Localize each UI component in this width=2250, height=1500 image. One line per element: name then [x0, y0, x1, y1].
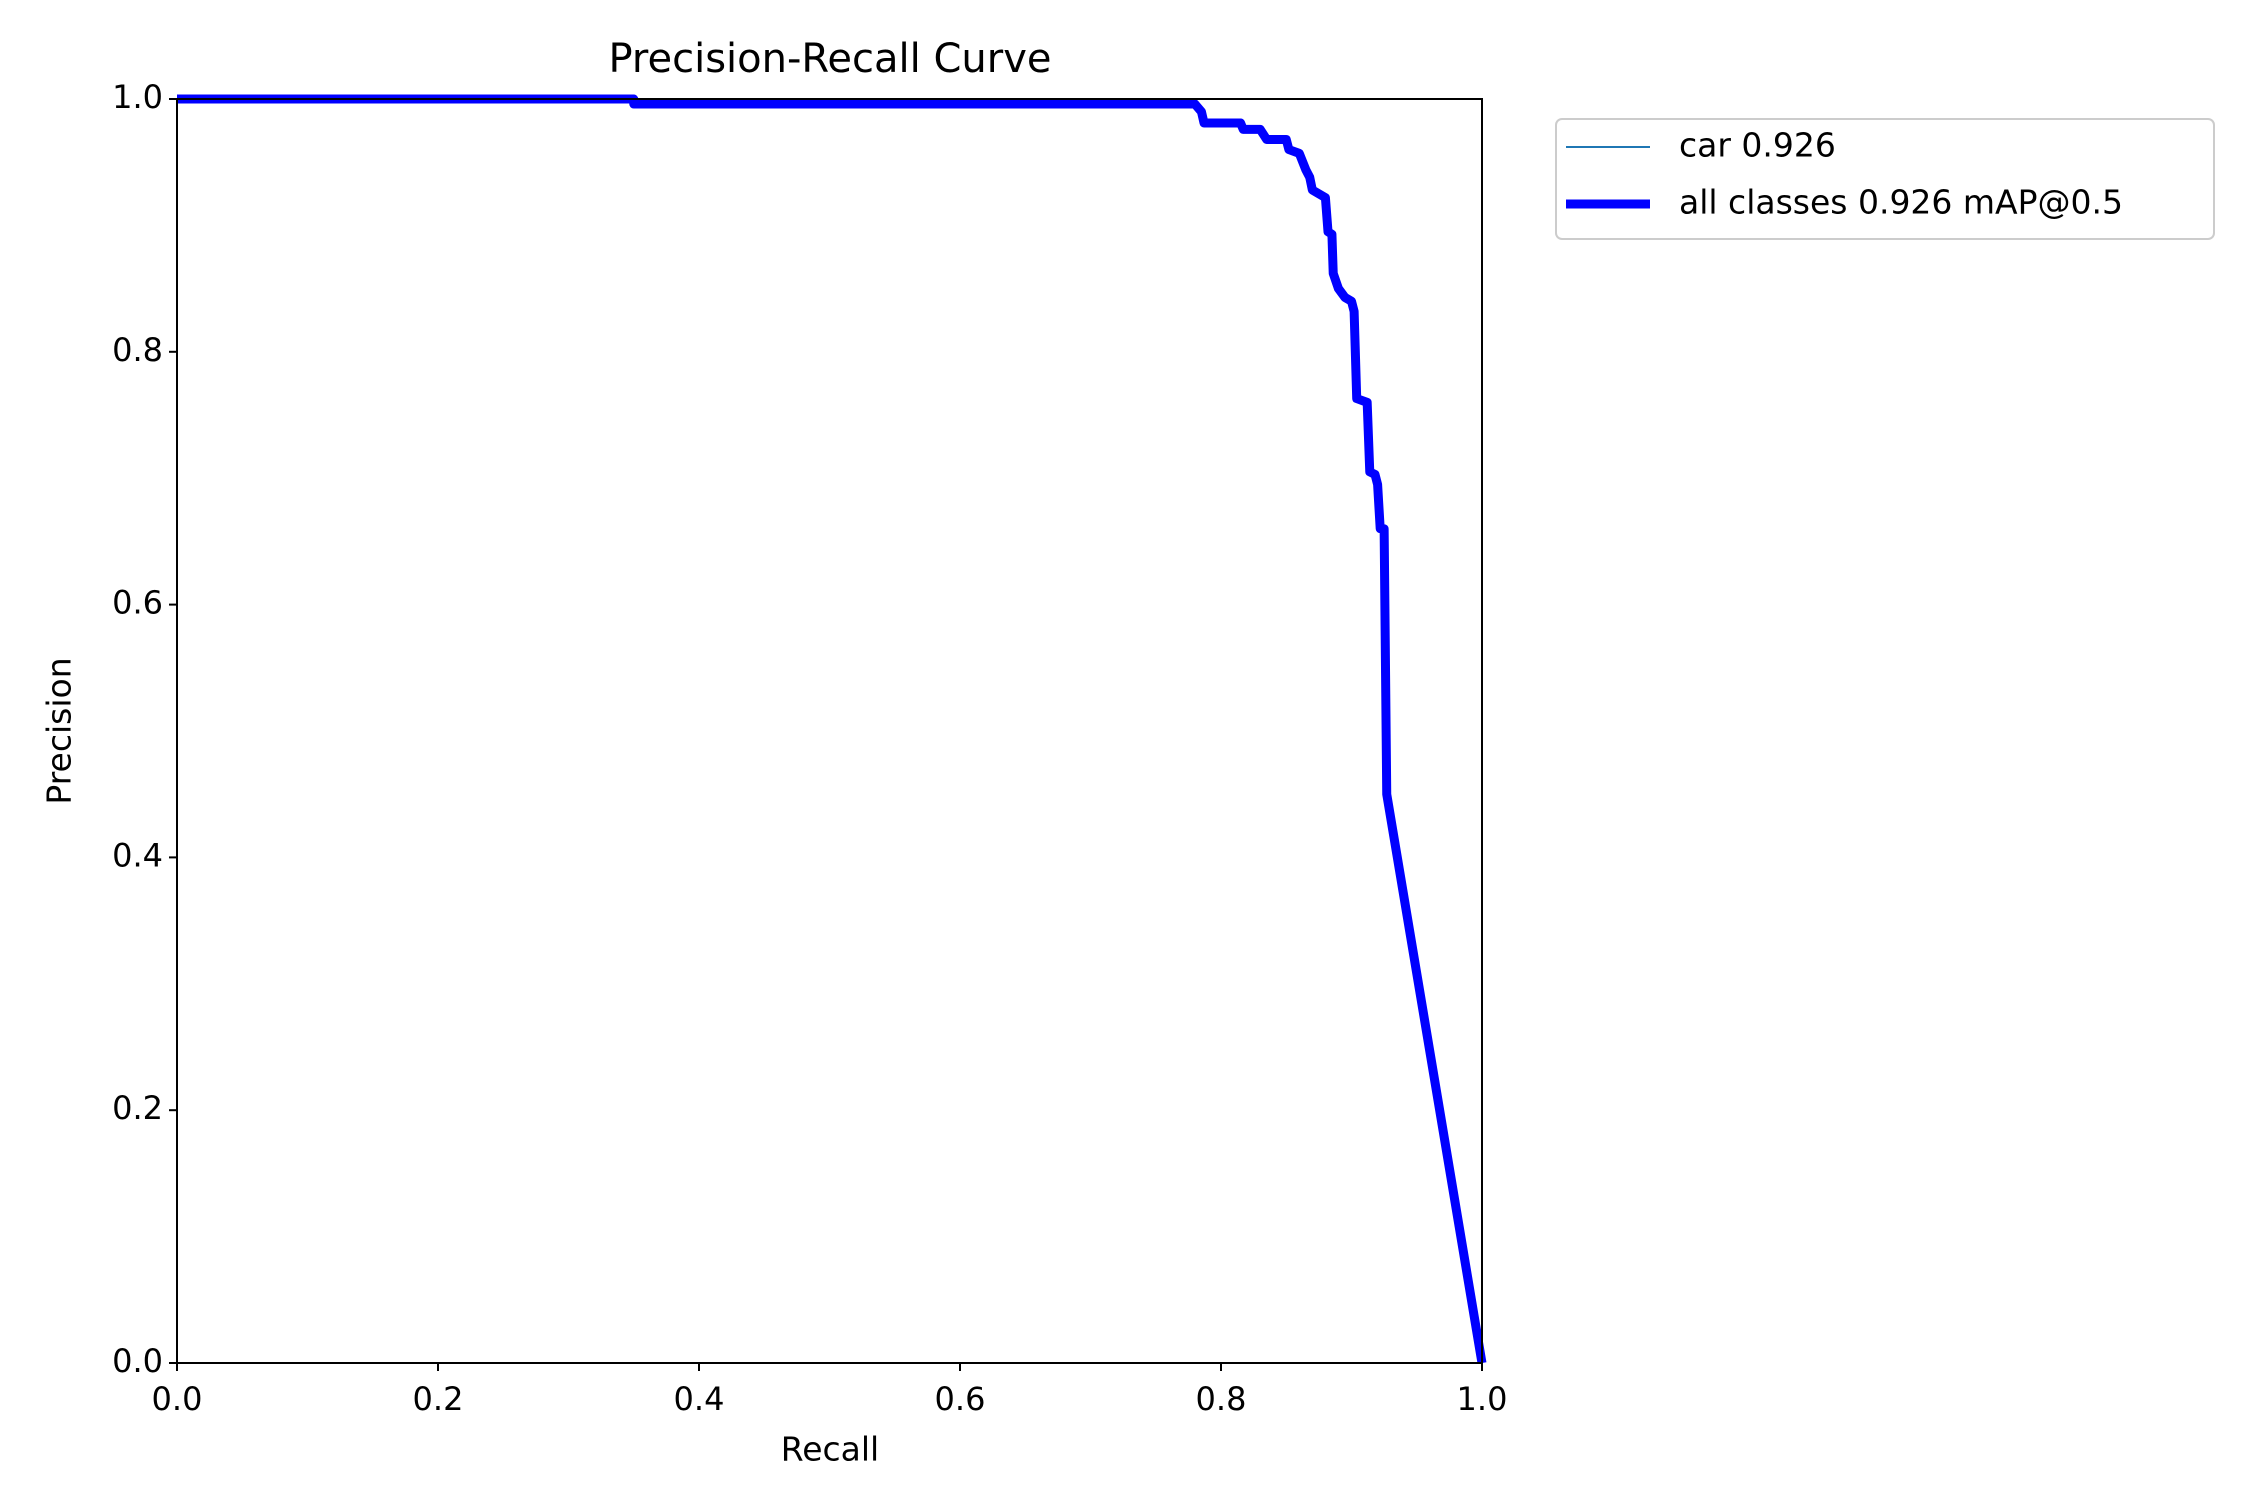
y-tick-label: 0.8 [112, 331, 163, 369]
x-tick-label: 0.6 [935, 1380, 986, 1418]
x-axis-label: Recall [781, 1430, 879, 1469]
chart-title: Precision-Recall Curve [609, 36, 1052, 82]
x-tick-label: 0.4 [674, 1380, 725, 1418]
y-tick-label: 0.4 [112, 836, 163, 874]
pr-curve [177, 94, 1487, 1364]
pr-curve [177, 98, 1483, 1364]
x-tick-label: 0.2 [413, 1380, 464, 1418]
x-tick-label: 1.0 [1457, 1380, 1508, 1418]
legend-box [1555, 118, 2215, 240]
legend-label: car 0.926 [1679, 126, 1836, 165]
y-tick-label: 1.0 [112, 78, 163, 116]
y-tick-label: 0.0 [112, 1342, 163, 1380]
plot-frame [176, 98, 1483, 1364]
x-tick-label: 0.8 [1196, 1380, 1247, 1418]
x-tick-label: 0.0 [152, 1380, 203, 1418]
legend-label: all classes 0.926 mAP@0.5 [1679, 183, 2123, 222]
y-axis-label: Precision [40, 657, 79, 804]
y-tick-label: 0.2 [112, 1089, 163, 1127]
y-tick-label: 0.6 [112, 584, 163, 622]
